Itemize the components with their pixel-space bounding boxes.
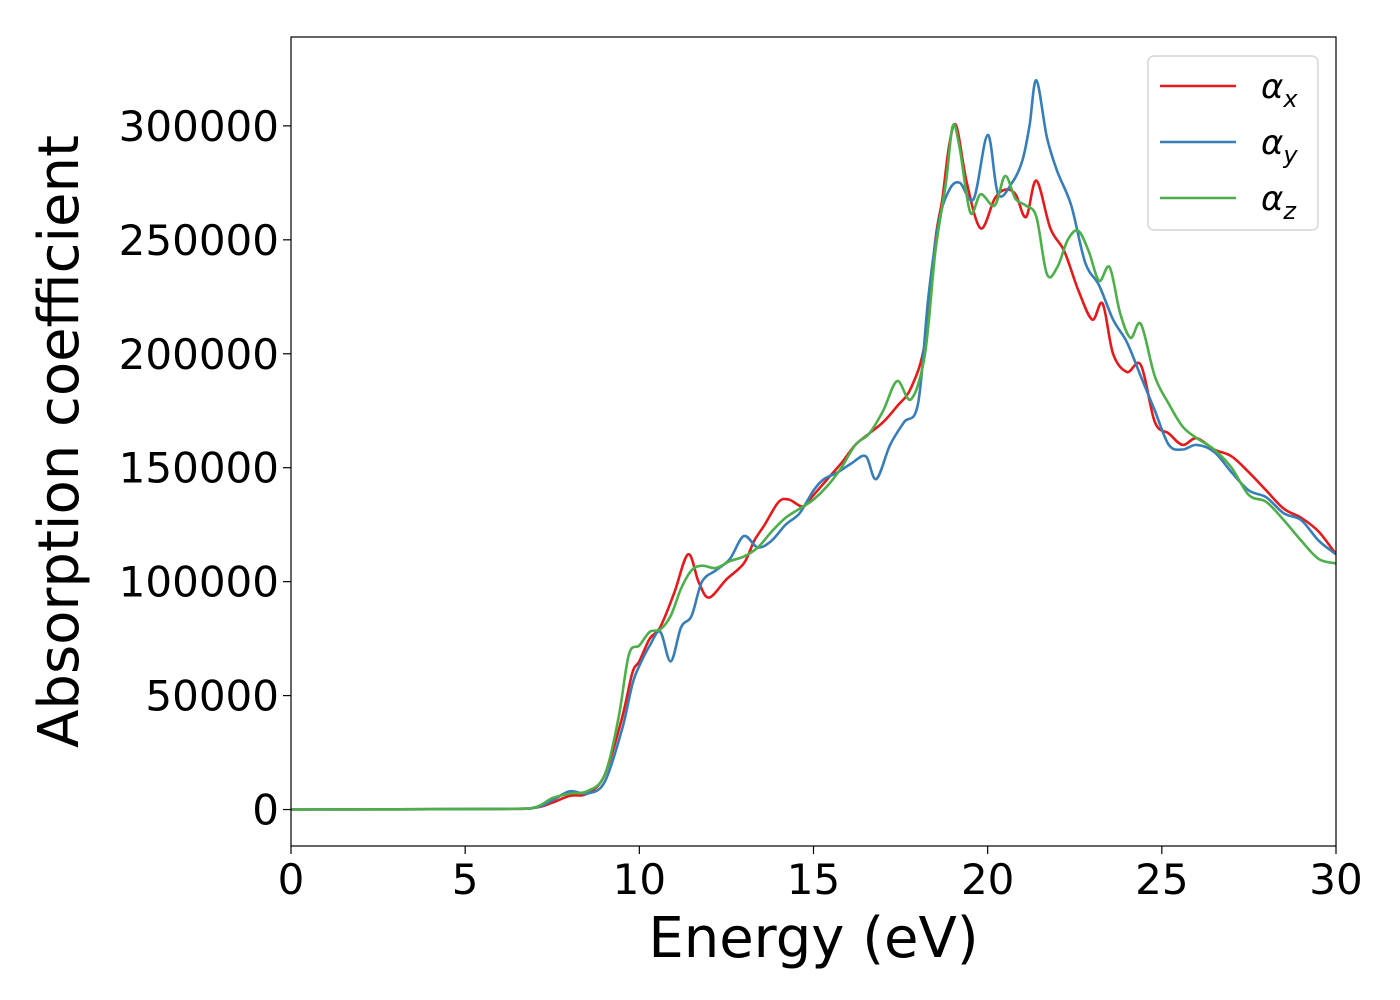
series-line-z <box>291 123 1336 811</box>
ticks-layer: 0 5 10 15 20 25 30 0 50000 100000 150000 200000 2500… <box>119 102 1363 904</box>
y-axis-label: Absorption coefficient <box>27 135 92 748</box>
x-tick-label: 25 <box>1135 855 1188 904</box>
x-tick-label: 0 <box>278 855 305 904</box>
x-tick-label: 10 <box>613 855 666 904</box>
y-tick-label: 100000 <box>119 558 279 607</box>
x-tick-label: 20 <box>961 855 1014 904</box>
y-tick-label: 200000 <box>119 330 279 379</box>
y-tick-label: 250000 <box>119 216 279 265</box>
x-axis-label: Energy (eV) <box>648 906 978 971</box>
x-tick-label: 30 <box>1309 855 1362 904</box>
y-tick-label: 300000 <box>119 102 279 151</box>
x-tick-label: 15 <box>787 855 840 904</box>
y-tick-label: 150000 <box>119 444 279 493</box>
y-tick-label: 0 <box>252 786 279 835</box>
series-line-y <box>291 78 1336 811</box>
series-layer <box>291 78 1336 811</box>
x-tick-label: 5 <box>452 855 479 904</box>
y-tick-label: 50000 <box>145 672 279 721</box>
